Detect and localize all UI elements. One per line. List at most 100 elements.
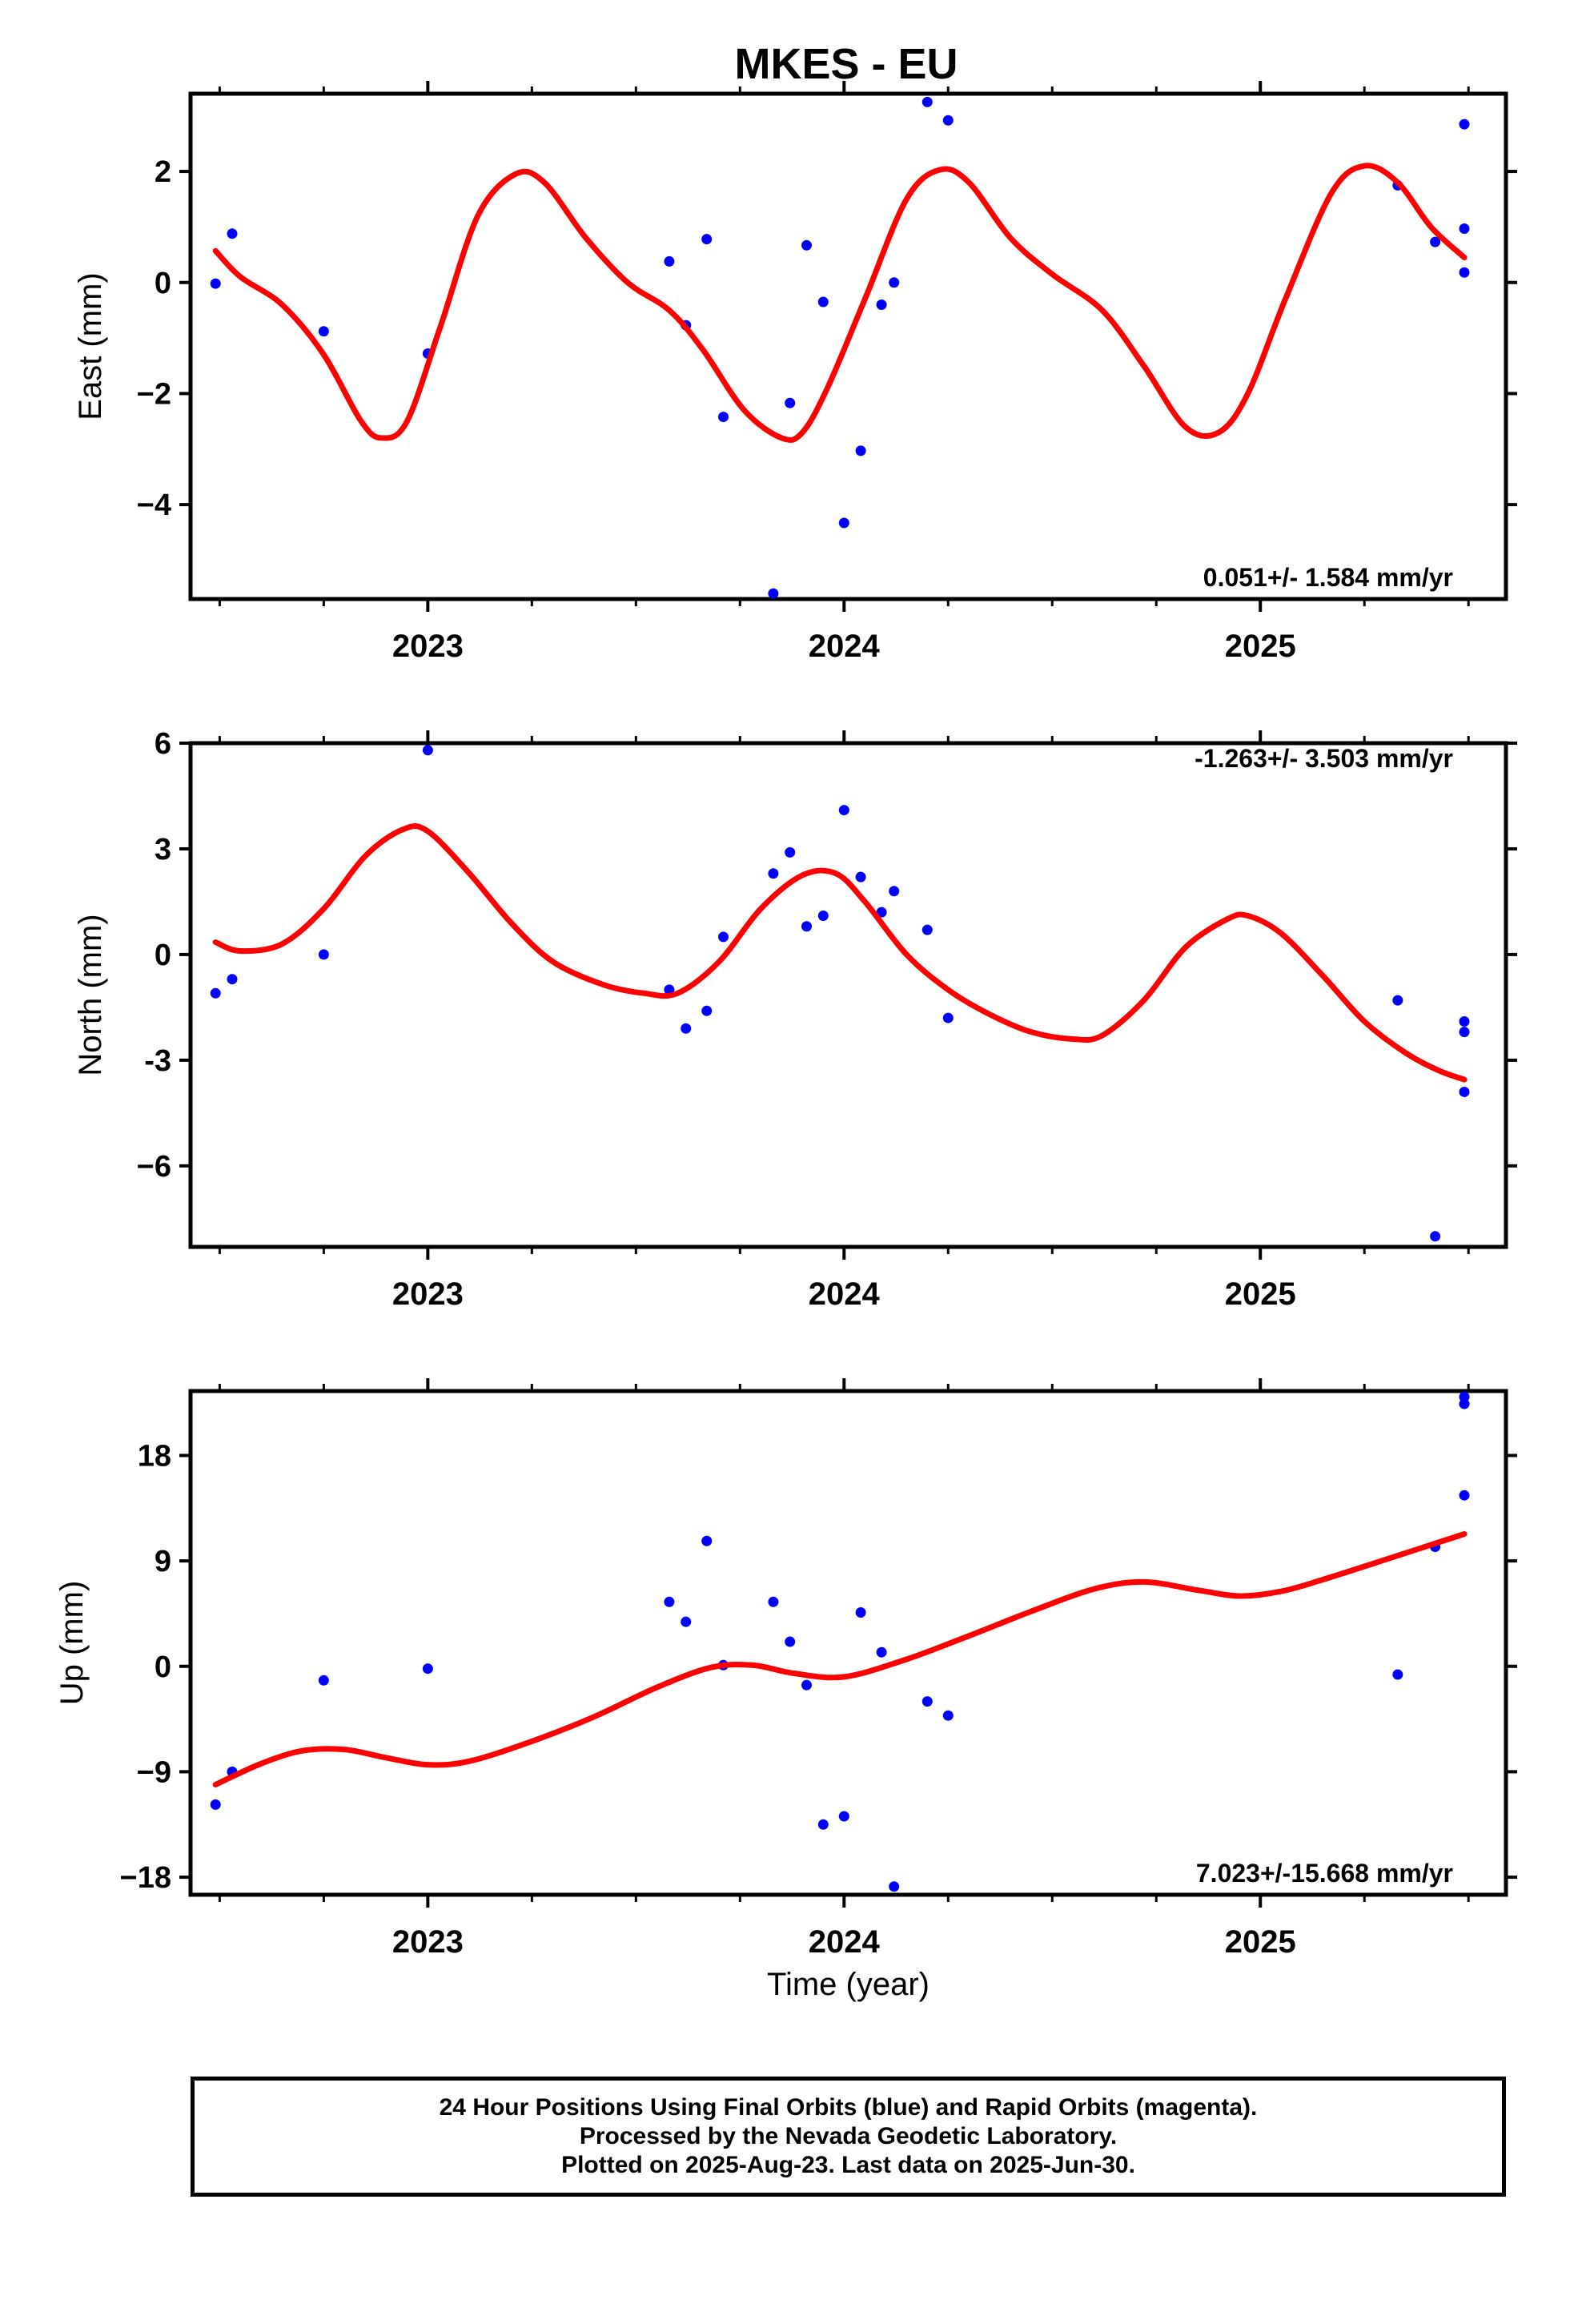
data-point [681,1023,692,1034]
data-point [1459,1398,1470,1409]
data-point [718,412,729,423]
data-point [664,255,675,267]
data-point [1392,1669,1403,1680]
data-point [701,1005,713,1016]
data-point [817,1819,829,1830]
up-ylabel: Up (mm) [54,1581,90,1706]
footer-line-3: Plotted on 2025-Aug-23. Last data on 202… [561,2152,1135,2178]
data-point [838,1811,849,1822]
data-point [801,1679,813,1691]
up-fit-line [212,1531,1468,1787]
data-point [876,1647,887,1658]
data-point [801,239,813,251]
data-point [889,277,900,288]
footer-line-2: Processed by the Nevada Geodetic Laborat… [579,2123,1118,2149]
data-point [1392,995,1403,1006]
data-point [768,588,779,599]
data-point [318,326,329,337]
data-point [855,871,866,883]
up-xlabel: Time (year) [767,1967,930,2002]
y-tick-label: 9 [155,1545,171,1578]
up-frame [188,1389,1508,1897]
data-point [318,949,329,960]
data-point [838,517,849,529]
data-point [210,987,221,999]
data-point [681,1616,692,1627]
footer-box: 24 Hour Positions Using Final Orbits (bl… [191,2077,1506,2197]
north-ylabel: North (mm) [73,914,108,1076]
data-point [1459,267,1470,278]
data-point [921,1696,933,1707]
north-frame [188,741,1508,1249]
up-panel: 18 9 0 −9 −18 2023 2024 2025 Up (mm) Time (year) 7… [54,1378,1517,2002]
data-point [210,278,221,289]
y-tick-label: −4 [137,489,171,522]
x-tick-label: 2023 [392,1277,464,1312]
x-tick-label: 2023 [392,1924,464,1960]
data-point [768,868,779,879]
up-rate-label: 7.023+/-15.668 mm/yr [1196,1859,1453,1888]
data-point [921,924,933,935]
east-ylabel: East (mm) [73,272,108,420]
data-point [817,911,829,922]
data-point [921,96,933,107]
x-tick-label: 2024 [809,1924,881,1960]
x-tick-label: 2025 [1225,1924,1296,1960]
data-point [1430,1231,1441,1242]
data-point [801,921,813,932]
north-fit-line [212,823,1468,1083]
data-point [422,745,433,756]
data-point [1459,119,1470,130]
x-tick-label: 2025 [1225,629,1296,664]
north-rate-label: -1.263+/- 3.503 mm/yr [1195,744,1453,773]
data-point [701,1535,713,1546]
data-point [876,907,887,918]
data-point [701,234,713,245]
east-frame [188,91,1508,601]
x-tick-label: 2023 [392,629,464,664]
data-point [422,1663,433,1675]
data-point [876,299,887,310]
x-tick-label: 2025 [1225,1277,1296,1312]
y-tick-label: 2 [155,155,171,189]
y-tick-label: 18 [138,1439,171,1473]
y-tick-label: 0 [155,1651,171,1684]
data-point [942,1710,954,1721]
data-point [227,974,238,985]
east-panel: 2 0 −2 −4 2023 2024 2025 East (mm) 0.051+/- 1.58… [73,81,1517,664]
y-tick-label: −2 [137,377,171,411]
data-point [855,445,866,456]
data-point [785,1636,796,1647]
data-point [785,397,796,408]
data-point [718,931,729,943]
y-tick-label: −9 [137,1755,171,1789]
data-point [1459,1027,1470,1038]
footer-line-1: 24 Hour Positions Using Final Orbits (bl… [439,2094,1258,2121]
data-point [942,1012,954,1023]
data-point [664,1596,675,1607]
data-point [1459,1015,1470,1027]
data-point [785,846,796,858]
data-point [889,886,900,897]
data-point [210,1799,221,1810]
data-point [817,296,829,308]
y-tick-label: 3 [155,833,171,866]
y-tick-label: −6 [137,1150,171,1184]
data-point [1459,223,1470,234]
y-tick-label: 6 [155,727,171,761]
y-tick-label: 0 [155,939,171,972]
east-fit-line [212,163,1468,443]
north-panel: 6 3 0 -3 −6 2023 2024 2025 North (mm) -1.263+/- 3… [73,727,1517,1312]
x-tick-label: 2024 [809,1277,881,1312]
chart-title: MKES - EU [734,40,958,88]
y-tick-label: 0 [155,267,171,300]
data-point [1459,1086,1470,1097]
data-point [227,228,238,239]
y-tick-label: −18 [120,1861,171,1895]
data-point [855,1606,866,1618]
data-point [1459,1490,1470,1501]
data-point [838,805,849,816]
east-rate-label: 0.051+/- 1.584 mm/yr [1203,563,1453,592]
data-point [1430,236,1441,247]
